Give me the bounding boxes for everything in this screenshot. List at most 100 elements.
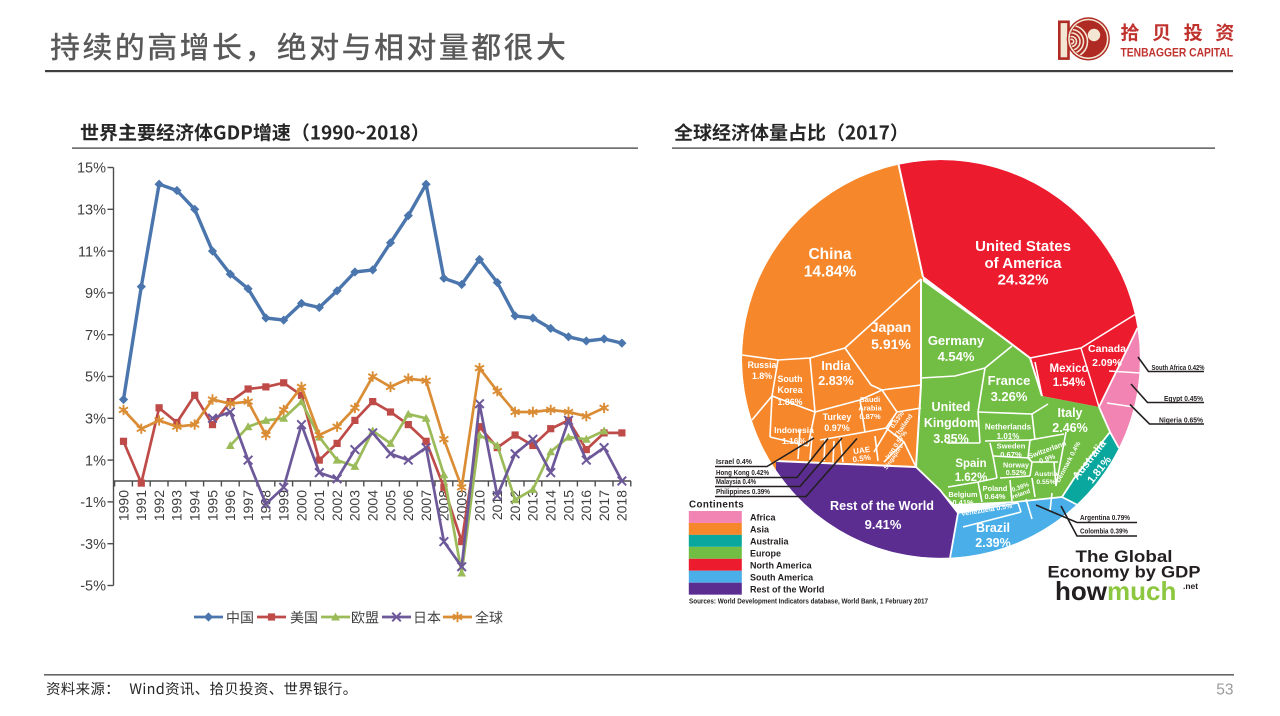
svg-text:Poland: Poland (983, 484, 1008, 493)
svg-text:9.41%: 9.41% (865, 517, 902, 532)
svg-text:South: South (778, 374, 803, 384)
svg-text:Israel 0.4%: Israel 0.4% (716, 457, 752, 466)
svg-text:1996: 1996 (222, 490, 238, 521)
svg-text:2012: 2012 (507, 490, 523, 521)
svg-text:Continents: Continents (689, 500, 744, 511)
svg-text:Malaysia 0.4%: Malaysia 0.4% (716, 477, 756, 486)
svg-text:2004: 2004 (365, 490, 381, 521)
svg-text:0.67%: 0.67% (1000, 450, 1022, 459)
svg-text:Indonesia: Indonesia (774, 425, 814, 435)
svg-text:2000: 2000 (293, 490, 309, 521)
svg-text:15%: 15% (77, 161, 106, 177)
svg-text:Saudi: Saudi (860, 395, 880, 404)
svg-text:2.46%: 2.46% (1052, 421, 1087, 435)
svg-text:Italy: Italy (1057, 406, 1082, 420)
svg-text:5.91%: 5.91% (871, 336, 911, 352)
svg-text:Rest of the World: Rest of the World (830, 499, 934, 513)
svg-text:0.64%: 0.64% (985, 492, 1006, 501)
svg-text:of America: of America (985, 255, 1063, 272)
svg-text:2016: 2016 (578, 490, 594, 521)
svg-text:United: United (932, 400, 971, 414)
svg-text:Austria: Austria (1034, 471, 1058, 478)
svg-text:Africa: Africa (750, 513, 777, 523)
svg-text:Turkey: Turkey (823, 412, 852, 422)
svg-text:Canada: Canada (1088, 343, 1126, 355)
svg-text:2006: 2006 (400, 490, 416, 521)
svg-text:2.83%: 2.83% (818, 374, 853, 388)
svg-text:4.54%: 4.54% (938, 349, 975, 364)
svg-text:2.09%: 2.09% (1092, 357, 1122, 369)
svg-text:Egypt 0.45%: Egypt 0.45% (1164, 394, 1203, 403)
svg-text:2005: 2005 (382, 490, 398, 521)
svg-text:South America: South America (750, 572, 814, 582)
svg-text:0.5%: 0.5% (852, 453, 871, 464)
svg-text:2001: 2001 (311, 490, 327, 521)
svg-text:Hong Kong 0.42%: Hong Kong 0.42% (716, 468, 769, 477)
svg-text:3.26%: 3.26% (991, 389, 1028, 404)
svg-text:-1%: -1% (80, 495, 106, 511)
svg-text:United States: United States (975, 238, 1071, 255)
svg-text:Australia: Australia (750, 537, 790, 547)
svg-text:1990: 1990 (115, 490, 131, 521)
svg-text:2017: 2017 (596, 490, 612, 521)
svg-text:South Africa 0.42%: South Africa 0.42% (1152, 363, 1205, 372)
svg-text:Brazil: Brazil (976, 521, 1010, 535)
svg-text:1.54%: 1.54% (1053, 377, 1086, 389)
svg-text:1999: 1999 (276, 490, 292, 521)
svg-text:3.85%: 3.85% (933, 432, 968, 446)
svg-text:Netherlands: Netherlands (985, 423, 1032, 432)
svg-text:Europe: Europe (750, 548, 781, 558)
svg-text:7%: 7% (85, 328, 106, 344)
svg-text:Arabia: Arabia (858, 404, 882, 413)
svg-text:Mexico: Mexico (1050, 363, 1089, 375)
svg-text:1994: 1994 (187, 490, 203, 521)
svg-text:13%: 13% (77, 203, 106, 219)
svg-text:2007: 2007 (418, 490, 434, 521)
svg-text:India: India (821, 359, 851, 373)
svg-text:Sweden: Sweden (997, 442, 1026, 451)
svg-text:0.52%: 0.52% (1006, 468, 1027, 477)
svg-text:Germany: Germany (928, 333, 985, 348)
svg-text:0.55%: 0.55% (1036, 479, 1055, 486)
svg-text:Asia: Asia (750, 525, 770, 535)
svg-text:2003: 2003 (347, 490, 363, 521)
svg-text:France: France (988, 373, 1031, 388)
svg-text:0.97%: 0.97% (824, 423, 850, 433)
svg-text:2010: 2010 (471, 490, 487, 521)
svg-text:3%: 3% (85, 412, 106, 428)
svg-text:1992: 1992 (151, 490, 167, 521)
svg-text:1991: 1991 (133, 490, 149, 521)
svg-text:Spain: Spain (955, 458, 986, 470)
svg-text:5%: 5% (85, 370, 106, 386)
svg-text:2014: 2014 (543, 490, 559, 521)
svg-text:Russia: Russia (748, 360, 777, 370)
svg-text:0.87%: 0.87% (859, 412, 881, 421)
svg-text:North America: North America (750, 560, 813, 570)
svg-text:11%: 11% (78, 244, 106, 260)
svg-text:0.41%: 0.41% (953, 498, 974, 507)
svg-text:Argentina 0.79%: Argentina 0.79% (1080, 513, 1130, 522)
svg-text:Belgium: Belgium (948, 490, 978, 499)
svg-text:2011: 2011 (489, 490, 505, 520)
svg-text:Economy by GDP: Economy by GDP (1048, 563, 1201, 582)
svg-text:-5%: -5% (80, 579, 106, 595)
svg-text:Kingdom: Kingdom (924, 416, 978, 430)
svg-text:1995: 1995 (204, 490, 220, 521)
svg-text:Norway: Norway (1003, 461, 1029, 470)
svg-text:Sources: World Development Ind: Sources: World Development Indicators da… (689, 599, 928, 606)
svg-text:Japan: Japan (871, 319, 911, 335)
svg-text:24.32%: 24.32% (998, 272, 1049, 289)
svg-text:The Global: The Global (1076, 547, 1173, 566)
svg-text:Philippines 0.39%: Philippines 0.39% (716, 487, 770, 496)
svg-text:1993: 1993 (169, 490, 185, 521)
svg-text:9%: 9% (85, 286, 106, 302)
svg-text:2013: 2013 (525, 490, 541, 521)
svg-text:Rest of the World: Rest of the World (750, 584, 824, 594)
svg-text:2015: 2015 (560, 490, 576, 521)
svg-text:UAE: UAE (853, 445, 872, 456)
svg-text:14.84%: 14.84% (804, 264, 857, 281)
svg-text:2018: 2018 (614, 490, 630, 521)
svg-text:1.86%: 1.86% (778, 397, 803, 407)
svg-text:Nigeria 0.65%: Nigeria 0.65% (1159, 416, 1203, 425)
svg-text:1%: 1% (85, 453, 106, 469)
